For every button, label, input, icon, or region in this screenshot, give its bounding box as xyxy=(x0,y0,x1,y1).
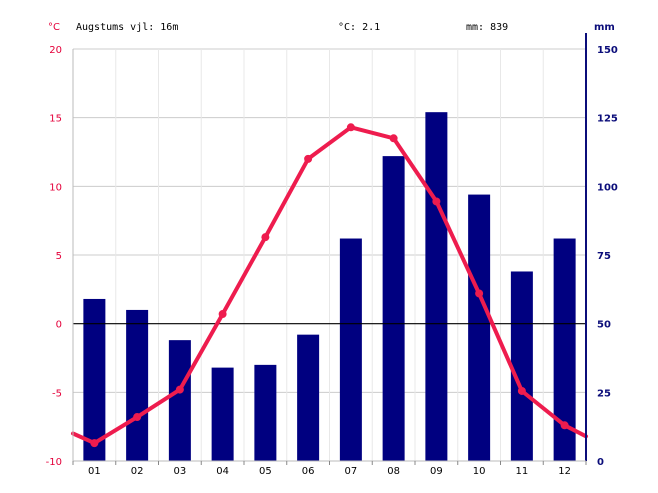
month-label: 08 xyxy=(387,466,400,477)
temperature-line xyxy=(71,125,588,446)
grid-lines xyxy=(73,48,586,461)
month-label: 03 xyxy=(174,466,187,477)
left-tick-label: 5 xyxy=(56,251,62,262)
month-label: 01 xyxy=(88,466,101,477)
month-label: 07 xyxy=(345,466,358,477)
precipitation-bar xyxy=(510,271,533,461)
temperature-point xyxy=(133,413,142,422)
altitude-label: Augstums vjl: 16m xyxy=(76,22,179,33)
left-tick-label: 15 xyxy=(49,114,62,125)
temperature-point xyxy=(218,310,227,319)
precipitation-bar xyxy=(126,309,149,461)
temperature-point xyxy=(261,233,270,242)
right-tick-label: 125 xyxy=(597,114,618,125)
month-label: 04 xyxy=(216,466,229,477)
precipitation-bar xyxy=(211,367,234,461)
precipitation-bar xyxy=(382,156,405,461)
right-tick-label: 0 xyxy=(597,457,604,468)
right-tick-label: 75 xyxy=(597,251,611,262)
month-label: 09 xyxy=(430,466,443,477)
left-tick-label: -5 xyxy=(52,388,62,399)
precipitation-bar xyxy=(297,334,320,461)
temperature-point xyxy=(304,154,313,163)
precipitation-bar xyxy=(254,364,277,461)
left-tick-label: 20 xyxy=(49,45,62,56)
left-axis-unit: °C xyxy=(48,22,60,33)
temperature-point xyxy=(517,386,526,395)
precipitation-bar xyxy=(468,194,491,461)
precipitation-bar xyxy=(553,238,576,461)
precipitation-bar xyxy=(168,340,191,461)
month-label: 11 xyxy=(516,466,529,477)
left-tick-label: 0 xyxy=(56,320,62,331)
right-tick-label: 50 xyxy=(597,320,611,331)
temperature-point xyxy=(389,134,398,143)
precipitation-bars xyxy=(83,112,576,461)
month-label: 05 xyxy=(259,466,272,477)
temperature-point xyxy=(432,197,441,206)
temperature-line-layer xyxy=(71,123,588,448)
left-tick-label: -10 xyxy=(46,457,62,468)
temperature-point xyxy=(560,421,569,430)
precipitation-total-label: mm: 839 xyxy=(466,22,509,33)
left-tick-label: 10 xyxy=(49,182,62,193)
axes xyxy=(72,33,587,465)
month-label: 10 xyxy=(473,466,486,477)
month-label: 12 xyxy=(558,466,571,477)
temperature-point xyxy=(90,439,99,448)
temperature-point xyxy=(475,289,484,298)
month-label: 06 xyxy=(302,466,315,477)
precipitation-bar xyxy=(425,112,448,461)
right-tick-label: 100 xyxy=(597,182,618,193)
right-tick-label: 150 xyxy=(597,45,618,56)
month-label: 02 xyxy=(131,466,144,477)
temperature-average-label: °C: 2.1 xyxy=(338,22,381,33)
temperature-point xyxy=(346,123,355,132)
temperature-point xyxy=(175,385,184,394)
precipitation-bar xyxy=(339,238,362,461)
precipitation-bar xyxy=(83,298,106,461)
right-tick-label: 25 xyxy=(597,388,611,399)
right-axis-unit: mm xyxy=(594,22,615,33)
